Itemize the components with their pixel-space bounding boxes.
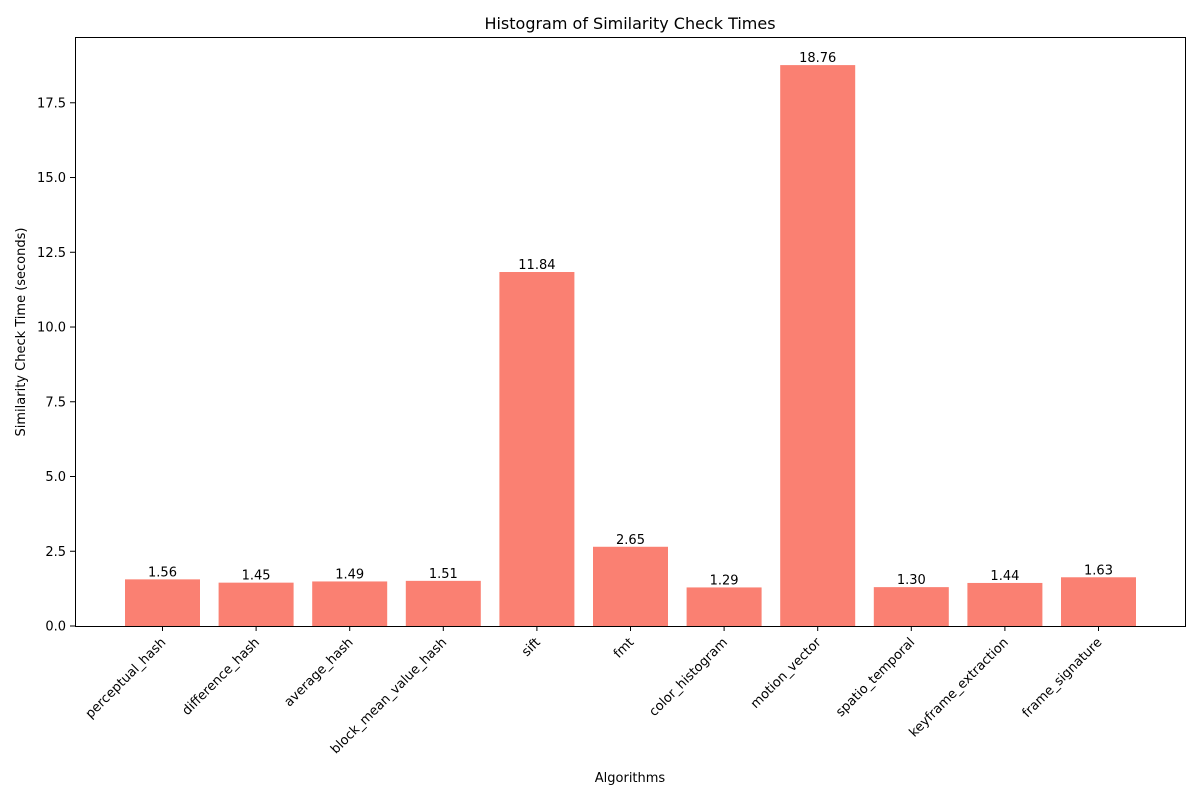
x-axis-ticks: perceptual_hash difference_hash average_ha… xyxy=(83,626,1106,757)
bar-block_mean_value_hash xyxy=(405,580,481,626)
x-tick-label: keyframe_extraction xyxy=(907,635,1012,740)
bar-motion_vector xyxy=(780,65,856,627)
y-tick-label: 15.0 xyxy=(37,171,66,186)
data-label-average_hash: 1.49 xyxy=(335,567,364,582)
bar-average_hash xyxy=(312,581,388,626)
plot-area-frame xyxy=(75,37,1186,627)
y-axis-ticks: 0.0 2.5 5.0 7.5 10.0 12.5 15.0 17.5 xyxy=(37,96,75,635)
bars-group xyxy=(125,65,1136,627)
bar-fmt xyxy=(593,546,668,626)
x-tick-label: average_hash xyxy=(282,635,357,710)
x-tick-label: color_histogram xyxy=(646,635,730,719)
data-label-spatio_temporal: 1.30 xyxy=(897,573,926,588)
chart-title: Histogram of Similarity Check Times xyxy=(484,14,775,33)
bar-color_histogram xyxy=(686,587,762,626)
bar-keyframe_extraction xyxy=(967,582,1043,626)
y-tick-label: 10.0 xyxy=(37,321,66,336)
data-label-color_histogram: 1.29 xyxy=(710,573,739,588)
x-tick-label: difference_hash xyxy=(180,635,263,718)
y-tick-label: 0.0 xyxy=(45,620,66,635)
bar-frame_signature xyxy=(1061,577,1136,626)
data-label-difference_hash: 1.45 xyxy=(242,569,271,584)
data-label-perceptual_hash: 1.56 xyxy=(148,565,177,580)
x-tick-label: spatio_temporal xyxy=(833,635,918,720)
bar-difference_hash xyxy=(218,582,294,626)
x-tick-label: motion_vector xyxy=(748,635,825,712)
y-tick-label: 12.5 xyxy=(37,246,66,261)
bar-sift xyxy=(499,272,575,626)
data-label-motion_vector: 18.76 xyxy=(799,51,836,66)
data-labels-group: 1.56 1.45 1.49 1.51 11.84 2.65 1.29 18.76 1.30 1.… xyxy=(148,51,1113,588)
x-tick-label: sift xyxy=(519,635,544,660)
y-tick-label: 5.0 xyxy=(45,470,66,485)
x-axis-label: Algorithms xyxy=(595,771,666,786)
y-axis-label: Similarity Check Time (seconds) xyxy=(14,228,29,437)
y-tick-label: 17.5 xyxy=(37,96,66,111)
x-tick-label: frame_signature xyxy=(1020,635,1106,721)
x-tick-label: fmt xyxy=(611,635,637,661)
bar-spatio_temporal xyxy=(873,587,949,626)
bar-perceptual_hash xyxy=(125,579,200,626)
y-tick-label: 7.5 xyxy=(45,395,66,410)
y-tick-label: 2.5 xyxy=(45,545,66,560)
x-tick-label: perceptual_hash xyxy=(83,635,170,722)
data-label-block_mean_value_hash: 1.51 xyxy=(429,567,458,582)
data-label-sift: 11.84 xyxy=(518,258,555,273)
data-label-fmt: 2.65 xyxy=(616,533,645,548)
data-label-keyframe_extraction: 1.44 xyxy=(990,569,1019,584)
data-label-frame_signature: 1.63 xyxy=(1084,563,1113,578)
